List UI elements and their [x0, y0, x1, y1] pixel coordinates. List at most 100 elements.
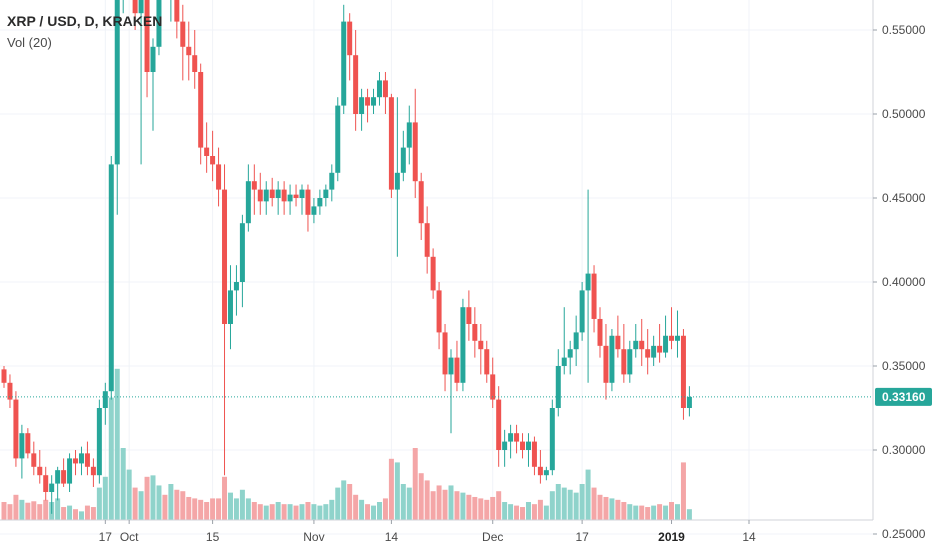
volume-bar [436, 485, 442, 520]
volume-bar [430, 491, 436, 520]
candle-down [192, 55, 198, 72]
volume-bar [543, 505, 549, 520]
candle-down [382, 80, 388, 98]
candle-down [132, 0, 138, 14]
candle-down [645, 349, 651, 358]
volume-bar [412, 448, 418, 520]
time-tick-label: 2019 [658, 530, 685, 544]
candle-up [674, 335, 680, 341]
volume-bar [406, 487, 412, 520]
volume-bar [347, 484, 353, 520]
candle-down [442, 332, 448, 375]
volume-bar [186, 496, 192, 520]
candle-up [406, 122, 412, 148]
candle-down [216, 164, 222, 190]
candle-down [365, 97, 371, 106]
candle-up [663, 335, 669, 353]
volume-bar [388, 458, 394, 520]
candle-down [204, 147, 210, 156]
price-tick-label: 0.40000 [882, 275, 926, 289]
candle-down [31, 453, 37, 467]
volume-bar [174, 489, 180, 520]
candle-up [555, 366, 561, 408]
volume-bar [508, 504, 514, 520]
candle-up [561, 357, 567, 366]
candle-down [669, 335, 675, 341]
volume-bar [311, 504, 317, 520]
volume-bar [25, 502, 31, 520]
volume-bar [114, 368, 120, 520]
time-axis[interactable]: 17 Oct 15 Nov 14 Dec 17 2019 14 [0, 519, 873, 544]
candle-up [233, 282, 239, 291]
candle-down [603, 345, 609, 383]
volume-bar [67, 505, 73, 520]
candle-down [484, 349, 490, 375]
candle-down [412, 122, 418, 182]
candle-up [686, 396, 692, 408]
volume-bar [579, 484, 585, 520]
candle-up [263, 189, 269, 202]
volume-bar [335, 487, 341, 520]
volume-bar [84, 505, 90, 520]
time-tick-label: Oct [120, 530, 139, 544]
volume-bar [359, 499, 365, 520]
candle-up [239, 223, 245, 282]
volume-bar [150, 475, 156, 520]
candle-down [7, 382, 13, 400]
candle-up [448, 357, 454, 375]
volume-bar [227, 492, 233, 520]
volume-bar [168, 484, 174, 520]
candle-down [222, 189, 228, 324]
volume-bar [478, 498, 484, 520]
candle-up [78, 453, 84, 464]
volume-bar [371, 505, 377, 520]
volume-bar [108, 397, 114, 520]
volume-bar [245, 498, 251, 520]
volume-bar [376, 502, 382, 520]
candle-down [514, 433, 520, 442]
volume-bar [561, 487, 567, 520]
price-tick-label: 0.50000 [882, 107, 926, 121]
volume-bar [627, 504, 633, 520]
volume-bar [329, 499, 335, 520]
volume-bar [1, 502, 7, 520]
volume-bar [585, 469, 591, 520]
price-axis[interactable]: 0.800000.750000.700000.650000.600000.550… [872, 0, 926, 541]
volume-bar [657, 504, 663, 520]
volume-bar [531, 504, 537, 520]
volume-bar [520, 507, 526, 520]
volume-bar [525, 502, 531, 520]
candle-down [657, 345, 663, 353]
volume-bar [216, 498, 222, 520]
price-tick-label: 0.45000 [882, 191, 926, 205]
candle-down [597, 318, 603, 346]
volume-bar [454, 491, 460, 520]
candle-up [227, 290, 233, 324]
candle-down [13, 399, 19, 459]
candle-down [180, 21, 186, 47]
candle-down [621, 349, 627, 375]
volume-bar [663, 505, 669, 520]
chart-legend: XRP / USD, D, KRAKEN Vol (20) [7, 10, 162, 54]
time-tick-label: 14 [385, 530, 399, 544]
candle-up [317, 198, 323, 207]
symbol-title[interactable]: XRP / USD, D, KRAKEN [7, 13, 163, 29]
candle-down [537, 466, 543, 476]
volume-bar [281, 504, 287, 520]
volume-bar [13, 494, 19, 520]
volume-bar [555, 484, 561, 520]
candle-down [430, 256, 436, 291]
candle-down [531, 441, 537, 467]
volume-bar [496, 491, 502, 520]
candle-down [639, 340, 645, 350]
volume-bar [418, 473, 424, 520]
volume-bar [96, 487, 102, 520]
price-tick-label: 0.30000 [882, 443, 926, 457]
volume-indicator-label[interactable]: Vol (20) [7, 35, 52, 50]
candle-up [329, 172, 335, 190]
candle-up [55, 470, 61, 484]
volume-bar [353, 494, 359, 520]
volume-bar [382, 498, 388, 520]
volume-bar [126, 469, 132, 520]
